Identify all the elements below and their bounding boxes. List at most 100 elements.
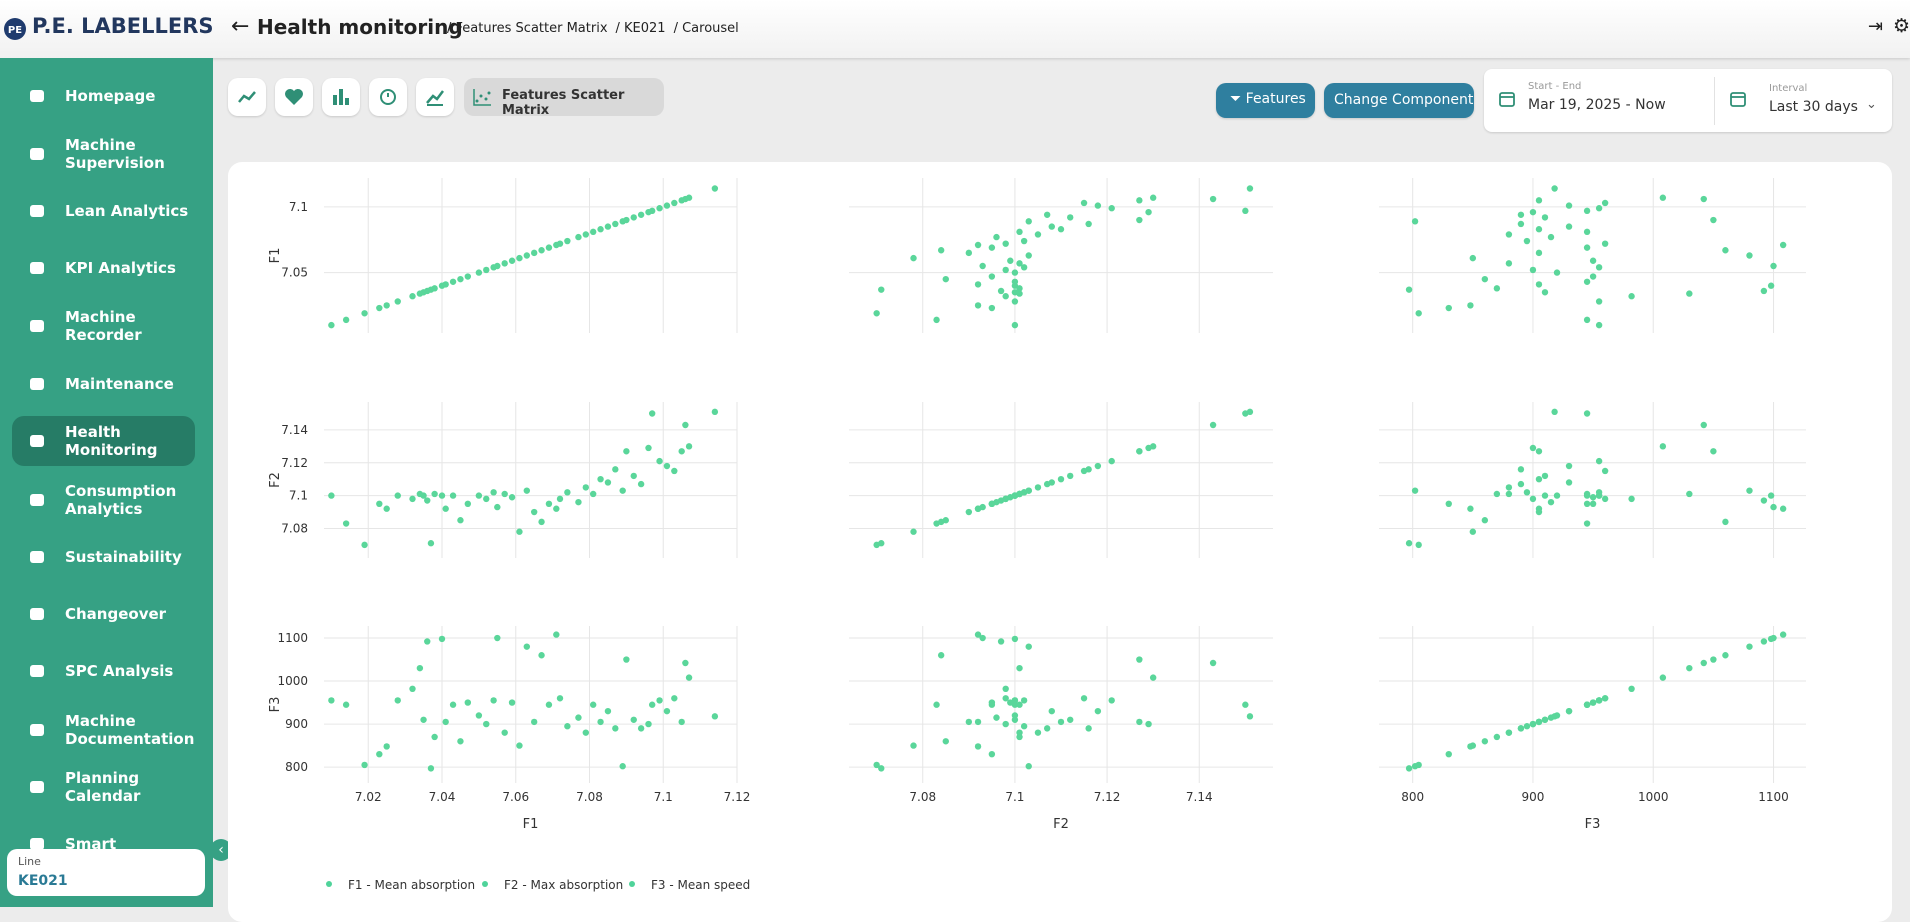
point — [937, 247, 945, 254]
point — [933, 701, 940, 708]
point — [1686, 664, 1693, 672]
breadcrumb[interactable]: / Features Scatter Matrix — [447, 21, 608, 36]
nav-item[interactable]: Lean Analytics — [12, 186, 195, 236]
nav-item[interactable]: Consumption Analytics — [12, 475, 195, 525]
point — [464, 699, 472, 706]
nav-label-line: Sustainability — [65, 548, 182, 566]
point — [1601, 695, 1609, 702]
interval-label: Interval — [1769, 83, 1808, 94]
nav-item[interactable]: Smart — [12, 819, 195, 869]
nav-icon — [30, 435, 44, 447]
point — [685, 443, 693, 450]
point — [1149, 194, 1157, 201]
point — [1535, 226, 1543, 233]
point — [612, 466, 619, 473]
point — [1595, 489, 1603, 496]
point — [508, 257, 516, 264]
point — [873, 310, 880, 317]
point — [1565, 223, 1573, 230]
active-tab[interactable]: Features Scatter Matrix — [464, 78, 664, 118]
breadcrumb[interactable]: / KE021 — [615, 21, 666, 36]
date-range-picker[interactable]: Start - End Mar 19, 2025 - Now Interval … — [1484, 69, 1892, 132]
point — [420, 492, 427, 499]
point — [656, 697, 663, 704]
nav-item[interactable]: Health Monitoring — [12, 416, 195, 466]
component-label: Change Component — [1334, 92, 1474, 108]
point — [1686, 490, 1693, 498]
x-axis-title: F3 — [1585, 817, 1601, 832]
component-button[interactable]: Change Component — [1324, 83, 1474, 118]
point — [1405, 286, 1413, 293]
point — [394, 492, 401, 499]
features-button[interactable]: ⏷ Features — [1216, 83, 1315, 118]
point — [1535, 281, 1543, 288]
point — [1048, 223, 1055, 230]
point — [1779, 505, 1787, 512]
nav-label-line: Changeover — [65, 605, 167, 623]
nav-item[interactable]: Changeover — [12, 589, 195, 639]
point — [556, 240, 564, 247]
tool-button[interactable] — [322, 78, 360, 116]
interval-dropdown[interactable]: ⌄ — [1866, 97, 1877, 112]
point — [1481, 738, 1489, 745]
brand: P.E. LABELLERS — [32, 14, 214, 38]
y-axis-title: F2 — [268, 472, 283, 488]
point — [538, 247, 545, 254]
point — [475, 492, 483, 499]
point — [449, 492, 457, 499]
nav-item[interactable]: Sustainability — [12, 532, 195, 582]
nav-item[interactable]: Machine Recorder — [12, 301, 195, 351]
point — [1547, 233, 1555, 241]
point — [612, 725, 619, 732]
nav-item[interactable]: Homepage — [12, 71, 195, 121]
point — [678, 448, 685, 455]
nav-item[interactable]: SPC Analysis — [12, 646, 195, 696]
point — [1505, 490, 1513, 498]
nav-item[interactable]: Machine Documentation — [12, 705, 195, 755]
point — [1767, 282, 1775, 289]
point — [420, 716, 427, 723]
nav-label-line: KPI Analytics — [65, 259, 176, 277]
point — [1048, 707, 1055, 715]
point — [663, 202, 671, 209]
collapse-button[interactable]: ‹ — [210, 839, 232, 861]
settings-button[interactable]: ⚙ — [1893, 15, 1910, 37]
point — [1415, 310, 1422, 317]
point — [1583, 490, 1591, 498]
tool-button[interactable] — [228, 78, 266, 116]
x-tick-label: 900 — [1522, 790, 1545, 804]
point — [582, 729, 590, 736]
nav-item[interactable]: Planning Calendar — [12, 762, 195, 812]
nav-item[interactable]: Machine Supervision — [12, 129, 195, 179]
line-selector[interactable]: Line KE021 — [7, 849, 205, 896]
back-button[interactable]: ← — [231, 14, 250, 39]
point — [431, 733, 438, 741]
y-tick-label: 7.1 — [289, 200, 308, 214]
tool-button[interactable] — [416, 78, 454, 116]
point — [427, 540, 435, 547]
nav-label: Machine Documentation — [65, 712, 194, 748]
point — [656, 205, 663, 212]
tool-button[interactable] — [369, 78, 407, 116]
tool-button[interactable] — [275, 78, 313, 116]
breadcrumb[interactable]: / Carousel — [673, 21, 739, 36]
point — [431, 285, 438, 292]
nav-item[interactable]: Maintenance — [12, 359, 195, 409]
x-tick-label: 7.02 — [355, 790, 382, 804]
point — [663, 462, 671, 470]
point — [530, 508, 538, 516]
point — [589, 228, 597, 236]
point — [1011, 278, 1019, 285]
logout-button[interactable]: ⇥ — [1868, 16, 1884, 37]
point — [1493, 733, 1501, 741]
point — [1779, 631, 1787, 638]
point — [545, 500, 553, 508]
point — [383, 743, 390, 750]
point — [1085, 220, 1092, 228]
nav-item[interactable]: KPI Analytics — [12, 243, 195, 293]
point — [910, 254, 917, 262]
nav-label-line: Documentation — [65, 730, 195, 748]
point — [1002, 685, 1009, 692]
point — [1034, 484, 1042, 491]
point — [1589, 494, 1597, 501]
